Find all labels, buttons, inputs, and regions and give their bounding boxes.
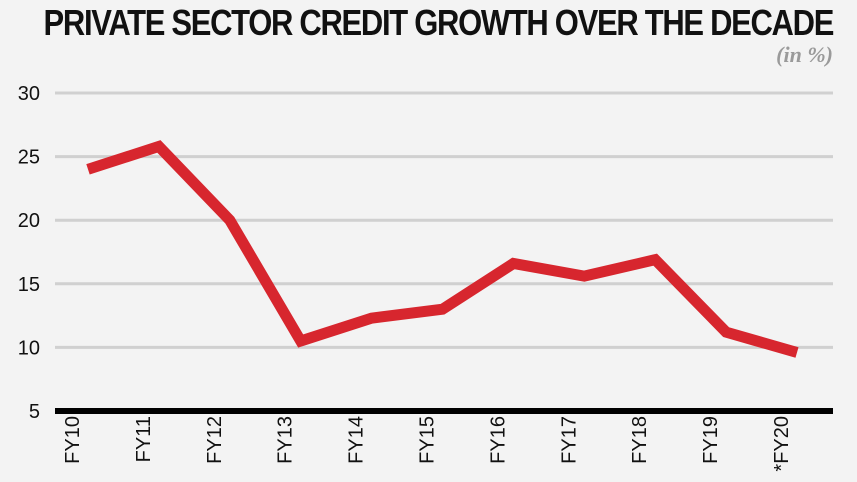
x-tick-label: FY12 [204,416,226,464]
x-tick-label: FY13 [275,416,297,464]
y-tick-label: 15 [18,274,40,296]
x-tick-label: FY16 [487,416,509,464]
series-line [86,140,799,358]
x-tick-label: FY11 [133,416,155,462]
x-tick-label: FY10 [62,416,84,464]
y-tick-label: 10 [18,337,40,359]
chart-title: PRIVATE SECTOR CREDIT GROWTH OVER THE DE… [43,2,834,43]
y-tick-label: 25 [18,147,40,169]
x-tick-label: FY18 [629,416,651,464]
x-tick-label: FY14 [346,416,368,464]
x-tick-label: FY17 [558,416,580,464]
chart-subtitle: (in %) [776,42,833,67]
y-tick-label: 30 [18,83,40,105]
y-tick-label: 5 [29,401,40,423]
y-tick-label: 20 [18,210,40,232]
x-tick-label: FY19 [700,416,722,464]
x-tick-label: *FY20 [771,416,793,472]
x-tick-label: FY15 [417,416,439,464]
